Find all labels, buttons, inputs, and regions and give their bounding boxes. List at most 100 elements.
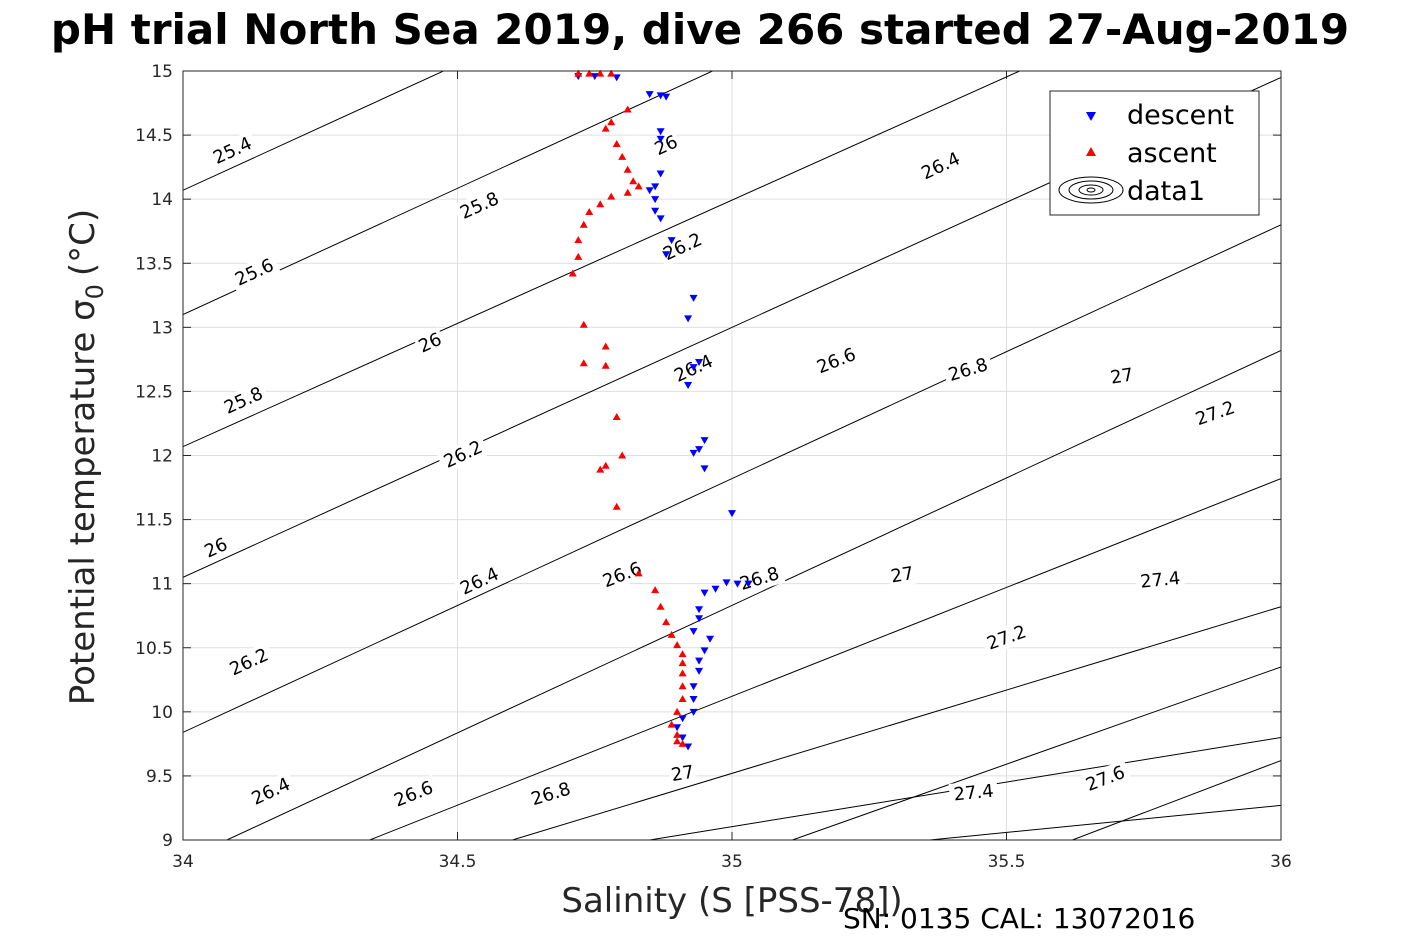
contour-label: 27 xyxy=(887,561,918,588)
y-axis-label-subscript: 0 xyxy=(81,284,109,299)
contour-label: 27 xyxy=(1106,363,1137,390)
y-tick-label: 12 xyxy=(151,447,173,467)
ascent-point xyxy=(673,641,682,649)
contour-line xyxy=(792,666,1281,840)
ascent-point xyxy=(623,165,632,173)
contour-label-bg xyxy=(941,352,995,388)
contour-lines xyxy=(183,71,1281,840)
descent-point xyxy=(645,187,654,195)
descent-point xyxy=(651,207,660,215)
y-tick-label: 11 xyxy=(151,575,173,595)
descent-point xyxy=(689,294,698,302)
contour-label-bg xyxy=(216,380,270,421)
x-tick-label: 35.5 xyxy=(988,852,1026,872)
x-tick-label: 35 xyxy=(721,852,743,872)
y-tick-label: 11.5 xyxy=(135,511,173,531)
y-tick-label: 9 xyxy=(162,831,173,851)
descent-point xyxy=(656,135,665,143)
contour-label-bg xyxy=(948,779,999,806)
descent-point xyxy=(656,128,665,136)
legend-item-ascent: ascent xyxy=(1086,138,1217,169)
ascent-point xyxy=(574,252,583,260)
descent-point xyxy=(662,93,671,101)
descent-point xyxy=(733,580,742,588)
descent-point xyxy=(728,510,736,518)
descent-point xyxy=(711,585,720,593)
x-axis-label: Salinity (S [PSS-78]) xyxy=(561,881,902,921)
ascent-point xyxy=(673,707,682,715)
ascent-point xyxy=(568,269,577,277)
ascent-point xyxy=(612,502,621,510)
ascent-point xyxy=(585,69,594,77)
contour-label-bg xyxy=(1135,566,1186,594)
contour-label-bg xyxy=(413,327,447,359)
contour-label-bg xyxy=(980,619,1033,656)
series-ascent xyxy=(568,69,687,747)
ascent-point xyxy=(596,465,605,473)
contour-label-bg xyxy=(227,252,281,293)
descent-point xyxy=(689,628,698,636)
ascent-point xyxy=(585,207,594,215)
y-tick-label: 10 xyxy=(151,703,173,723)
descent-point xyxy=(667,237,676,245)
series-descent xyxy=(574,73,753,751)
legend-ascent-label: ascent xyxy=(1127,138,1217,169)
contour-label: 27.4 xyxy=(1135,566,1186,594)
contour-label-bg xyxy=(914,145,968,186)
descent-point xyxy=(695,615,704,623)
legend-item-data1: data1 xyxy=(1058,176,1205,207)
ascent-point xyxy=(673,737,682,745)
contour-label-bg xyxy=(733,561,786,597)
descent-point xyxy=(684,743,693,751)
y-axis-label: Potential temperature σ0 (°C) xyxy=(63,209,109,705)
ascent-point xyxy=(601,361,610,369)
ascent-point xyxy=(678,659,687,667)
descent-point xyxy=(689,364,698,372)
descent-point xyxy=(695,667,704,675)
descent-point xyxy=(744,580,753,588)
y-tick-label: 14.5 xyxy=(135,126,173,146)
descent-point xyxy=(695,606,704,614)
ascent-point xyxy=(601,124,610,132)
ascent-point xyxy=(612,413,621,421)
ascent-point xyxy=(579,359,588,367)
isopycnal-contours: 25.425.625.825.826262626.226.226.226.426… xyxy=(183,71,1281,840)
ascent-point xyxy=(667,720,676,728)
descent-point xyxy=(689,683,698,691)
ascent-point xyxy=(678,650,687,658)
descent-point xyxy=(695,446,704,454)
ascent-point xyxy=(596,200,605,208)
ascent-point xyxy=(662,618,671,626)
descent-point xyxy=(656,215,665,223)
descent-point xyxy=(651,196,660,204)
x-tick-label: 34.5 xyxy=(439,852,477,872)
descent-point xyxy=(590,73,599,81)
descent-point xyxy=(678,734,687,742)
descent-point xyxy=(684,382,693,390)
ascent-point xyxy=(596,69,605,77)
ascent-point xyxy=(673,730,682,738)
ascent-point xyxy=(651,586,660,594)
legend: descent ascent data1 xyxy=(1049,90,1260,216)
contour-label-bg xyxy=(809,341,863,380)
legend-data1-label: data1 xyxy=(1127,176,1205,207)
x-tick-label: 36 xyxy=(1270,852,1292,872)
contour-line xyxy=(226,349,1281,840)
x-tick-label: 34 xyxy=(172,852,194,872)
y-tick-label: 13 xyxy=(151,318,173,338)
legend-descent-marker xyxy=(1086,112,1096,121)
contour-line xyxy=(369,478,1281,840)
descent-point xyxy=(684,315,693,323)
contour-label-text: 27.4 xyxy=(953,781,995,806)
contour-label-bg xyxy=(667,760,698,787)
contour-label-text: 27.4 xyxy=(1139,568,1181,593)
ascent-point xyxy=(601,461,610,469)
contour-label-bg xyxy=(524,776,577,812)
ascent-point xyxy=(656,602,665,610)
ascent-point xyxy=(623,105,632,113)
ascent-point xyxy=(579,220,588,228)
ascent-point xyxy=(574,236,583,244)
descent-point xyxy=(700,437,709,445)
legend-item-descent: descent xyxy=(1086,100,1234,131)
